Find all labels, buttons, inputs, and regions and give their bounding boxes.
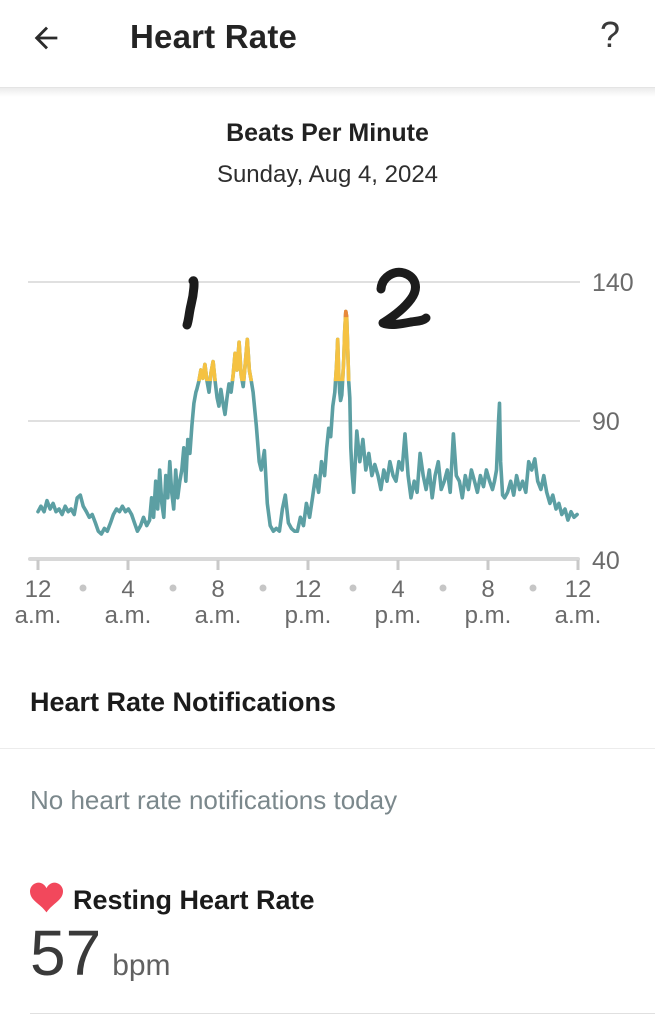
x-axis-ticks bbox=[36, 560, 580, 570]
x-tick-meridiem-0: a.m. bbox=[15, 602, 62, 629]
x-axis-baseline bbox=[28, 557, 580, 561]
x-tick-hour-0: 12 bbox=[25, 576, 52, 603]
resting-heart-rate-heading: Resting Heart Rate bbox=[73, 884, 315, 915]
page-title: Heart Rate bbox=[130, 18, 298, 55]
back-arrow-icon bbox=[29, 21, 63, 60]
chart-date: Sunday, Aug 4, 2024 bbox=[216, 161, 439, 188]
resting-heart-rate-row: Resting Heart Rate bbox=[0, 882, 655, 918]
resting-heart-rate-value: 57 bbox=[30, 917, 102, 989]
y-tick-label-40: 40 bbox=[592, 547, 620, 575]
app-bar: Heart Rate ? bbox=[0, 0, 655, 87]
x-tick-hour-2: 8 bbox=[211, 576, 224, 603]
x-tick-meridiem-1: a.m. bbox=[105, 602, 152, 629]
y-tick-label-90: 90 bbox=[592, 408, 620, 436]
x-tick-meridiem-2: a.m. bbox=[195, 602, 242, 629]
heart-rate-line-cardio-zone bbox=[197, 309, 351, 382]
x-tick-meridiem-3: p.m. bbox=[285, 602, 332, 629]
section-divider bbox=[0, 748, 655, 749]
minor-tick-dots bbox=[79, 584, 537, 592]
x-tick-labels: 12 a.m. 4 a.m. 8 a.m. 12 p.m. 4 p.m. 8 p… bbox=[15, 576, 602, 629]
y-tick-label-140: 140 bbox=[592, 269, 634, 297]
heart-rate-chart-container: 140 90 40 12 a.m. 4 a.m. 8 a.m. 12 p.m. … bbox=[0, 241, 655, 641]
handwritten-annotation-2 bbox=[376, 267, 431, 330]
chart-title: Beats Per Minute bbox=[226, 119, 429, 147]
heart-rate-line bbox=[36, 309, 579, 536]
notifications-empty-message: No heart rate notifications today bbox=[30, 785, 398, 815]
x-tick-hour-1: 4 bbox=[121, 576, 134, 603]
back-button[interactable] bbox=[28, 22, 64, 58]
bottom-divider bbox=[30, 1013, 655, 1015]
handwritten-annotation-1 bbox=[182, 276, 199, 330]
x-tick-hour-5: 8 bbox=[481, 576, 494, 603]
x-tick-meridiem-5: p.m. bbox=[465, 602, 512, 629]
help-button[interactable]: ? bbox=[599, 14, 621, 55]
notifications-heading: Heart Rate Notifications bbox=[30, 687, 337, 717]
app-bar-shadow bbox=[0, 87, 655, 97]
heart-rate-line-peak-zone bbox=[343, 309, 349, 318]
heart-rate-chart[interactable]: 140 90 40 12 a.m. 4 a.m. 8 a.m. 12 p.m. … bbox=[0, 241, 655, 641]
x-tick-hour-6: 12 bbox=[565, 576, 592, 603]
x-tick-hour-3: 12 bbox=[295, 576, 322, 603]
x-tick-meridiem-6: a.m. bbox=[555, 602, 602, 629]
heart-icon bbox=[30, 882, 63, 918]
resting-value-row: 57 bpm bbox=[0, 918, 655, 987]
x-tick-hour-4: 4 bbox=[391, 576, 404, 603]
x-tick-meridiem-4: p.m. bbox=[375, 602, 422, 629]
resting-heart-rate-unit: bpm bbox=[112, 949, 171, 982]
